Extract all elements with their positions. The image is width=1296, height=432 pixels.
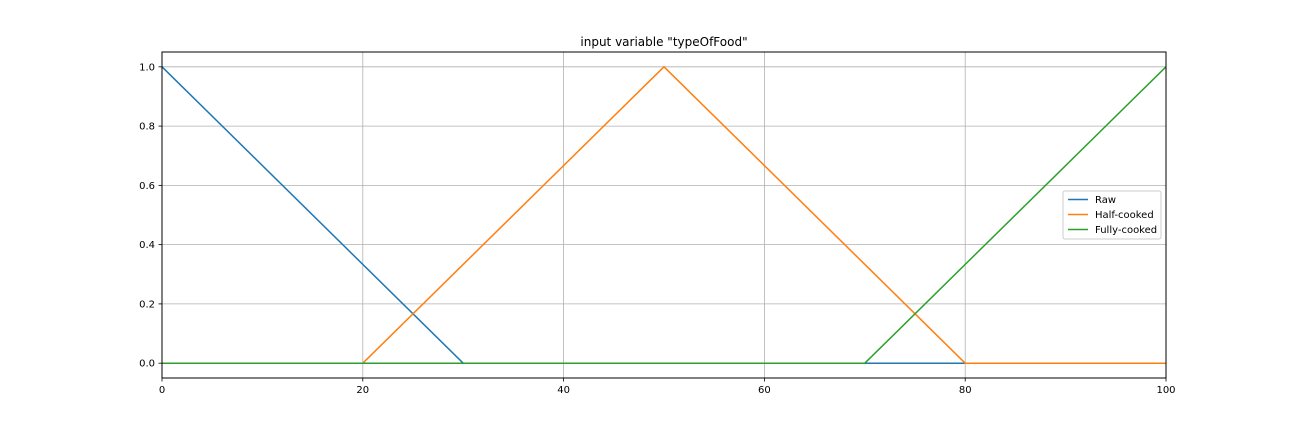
legend-label: Fully-cooked	[1095, 225, 1157, 236]
series-layer	[161, 66, 1167, 364]
x-tick-label: 100	[1156, 385, 1175, 396]
y-tick-label: 0.4	[139, 240, 155, 251]
legend-box	[1062, 190, 1162, 240]
x-tick-label: 0	[159, 385, 165, 396]
chart-title: input variable "typeOfFood"	[580, 35, 747, 49]
series-line-fully-cooked	[162, 66, 1167, 364]
x-tick-label: 80	[959, 385, 972, 396]
y-tick-label: 0.6	[139, 181, 155, 192]
x-tick-label: 40	[557, 385, 570, 396]
y-tick-label: 1.0	[139, 62, 155, 73]
legend-label: Raw	[1095, 195, 1116, 206]
y-tick-label: 0.2	[139, 299, 155, 310]
x-tick-label: 20	[356, 385, 369, 396]
y-tick-label: 0.0	[139, 359, 155, 370]
x-tick-label: 60	[758, 385, 771, 396]
ticks: 0 20 40 60 80 100 0.0 0.2 0.4 0.6 0.8 1.0	[139, 62, 1175, 396]
legend-label: Half-cooked	[1095, 210, 1154, 221]
y-tick-label: 0.8	[139, 122, 155, 133]
legend: Raw Half-cooked Fully-cooked	[1062, 190, 1162, 240]
plot-frame	[161, 51, 1167, 379]
